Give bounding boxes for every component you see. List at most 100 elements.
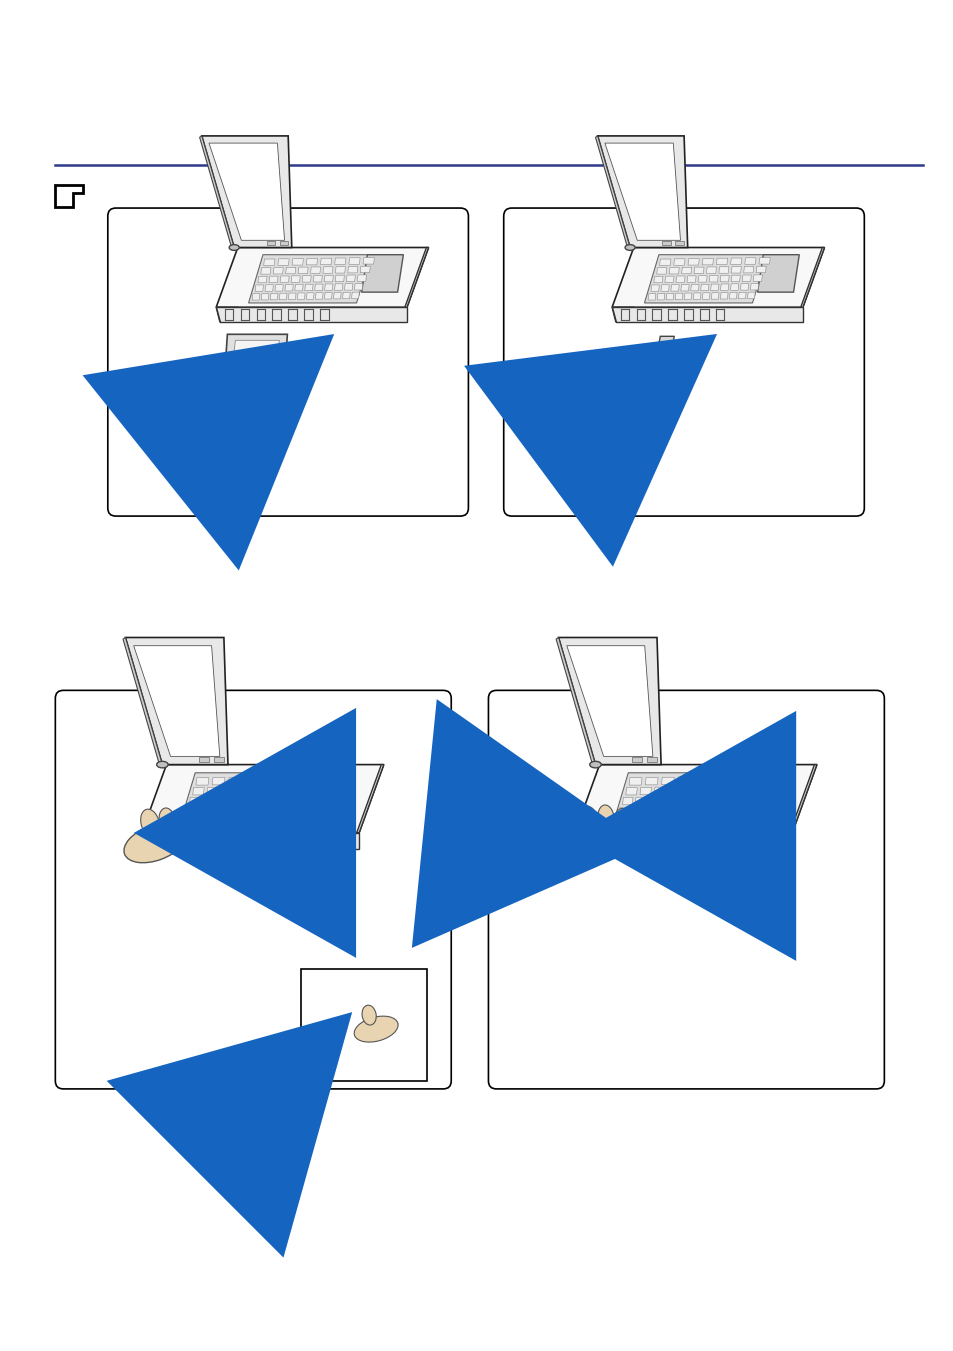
Polygon shape [710, 284, 719, 290]
Polygon shape [253, 807, 263, 813]
Polygon shape [724, 786, 736, 793]
Polygon shape [290, 796, 300, 804]
Polygon shape [249, 786, 260, 794]
Polygon shape [641, 807, 651, 815]
Polygon shape [133, 646, 219, 757]
Polygon shape [342, 292, 350, 299]
Polygon shape [193, 788, 204, 794]
Polygon shape [299, 805, 309, 813]
Polygon shape [285, 285, 293, 290]
Polygon shape [285, 267, 295, 274]
Polygon shape [335, 258, 346, 265]
Ellipse shape [354, 1016, 397, 1042]
Polygon shape [260, 267, 271, 274]
Polygon shape [653, 277, 662, 282]
Polygon shape [650, 285, 659, 292]
Polygon shape [741, 276, 751, 281]
Polygon shape [636, 817, 645, 824]
Polygon shape [635, 797, 645, 805]
Polygon shape [254, 285, 263, 292]
Polygon shape [718, 266, 728, 273]
Polygon shape [646, 816, 655, 824]
Polygon shape [693, 267, 703, 274]
Polygon shape [224, 816, 233, 824]
Polygon shape [675, 293, 682, 300]
Ellipse shape [562, 820, 624, 859]
Polygon shape [720, 276, 728, 282]
Polygon shape [295, 816, 305, 823]
Polygon shape [306, 258, 317, 265]
Polygon shape [292, 786, 303, 793]
Polygon shape [670, 285, 679, 290]
Polygon shape [730, 284, 738, 290]
Ellipse shape [124, 823, 186, 863]
Polygon shape [639, 788, 651, 794]
Polygon shape [716, 258, 727, 265]
Polygon shape [575, 832, 792, 848]
Polygon shape [708, 816, 717, 823]
Polygon shape [730, 276, 740, 281]
Polygon shape [274, 285, 283, 290]
Polygon shape [647, 797, 658, 804]
Polygon shape [709, 807, 719, 813]
Polygon shape [279, 293, 287, 300]
Polygon shape [356, 765, 383, 832]
Bar [279, 240, 288, 246]
Polygon shape [672, 797, 682, 804]
Polygon shape [209, 143, 284, 240]
Ellipse shape [140, 809, 159, 836]
Polygon shape [647, 293, 655, 300]
Polygon shape [228, 777, 241, 785]
Polygon shape [265, 285, 274, 292]
Polygon shape [363, 258, 374, 263]
Ellipse shape [614, 808, 630, 834]
Polygon shape [195, 778, 209, 785]
Bar [266, 240, 274, 246]
Polygon shape [260, 777, 274, 784]
Bar [213, 757, 224, 762]
Polygon shape [344, 284, 353, 290]
Polygon shape [657, 293, 664, 300]
Polygon shape [297, 293, 305, 300]
Polygon shape [190, 797, 200, 805]
Polygon shape [294, 284, 303, 290]
Bar [632, 757, 641, 762]
Polygon shape [142, 832, 359, 848]
Polygon shape [698, 807, 707, 813]
Polygon shape [123, 638, 162, 766]
Polygon shape [667, 786, 679, 794]
Polygon shape [759, 258, 769, 263]
Polygon shape [315, 293, 323, 299]
Polygon shape [276, 807, 286, 813]
Polygon shape [178, 773, 318, 828]
Polygon shape [335, 284, 342, 290]
Polygon shape [252, 293, 259, 300]
Polygon shape [744, 258, 756, 265]
Polygon shape [725, 777, 739, 784]
Polygon shape [729, 292, 737, 299]
Polygon shape [212, 777, 225, 785]
Polygon shape [273, 267, 283, 274]
Polygon shape [351, 292, 359, 299]
Polygon shape [310, 267, 320, 273]
Polygon shape [126, 638, 228, 765]
Polygon shape [221, 788, 233, 794]
Polygon shape [202, 136, 292, 247]
Polygon shape [630, 807, 639, 815]
Polygon shape [261, 293, 269, 300]
Polygon shape [304, 284, 313, 290]
Polygon shape [324, 276, 333, 282]
Polygon shape [265, 796, 275, 804]
Polygon shape [254, 816, 263, 823]
Polygon shape [653, 807, 662, 815]
Polygon shape [357, 274, 366, 281]
Polygon shape [710, 786, 721, 793]
Ellipse shape [175, 812, 191, 836]
Polygon shape [616, 817, 624, 824]
Polygon shape [275, 816, 284, 823]
Polygon shape [348, 266, 357, 273]
Ellipse shape [624, 245, 635, 250]
Polygon shape [244, 777, 257, 785]
Polygon shape [292, 258, 303, 265]
Polygon shape [705, 267, 716, 273]
